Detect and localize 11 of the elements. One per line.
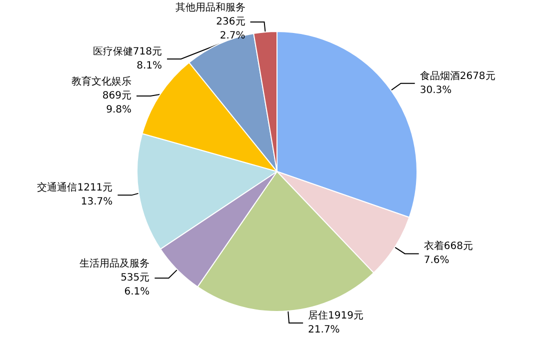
slice-label: 医疗保健718元 8.1% — [92, 46, 162, 72]
data-label: 869元 9.8% — [102, 90, 132, 116]
slice-label: 食品烟酒2678元 30.3% — [420, 70, 496, 96]
slice-label: 其他用品和服务 — [175, 2, 246, 14]
data-label: 535元 6.1% — [120, 272, 150, 298]
slice-label: 生活用品及服务 — [80, 258, 150, 270]
slice-label: 居住1919元 21.7% — [308, 310, 364, 336]
slice-label: 交通通信1211元 13.7% — [37, 182, 113, 208]
data-label: 236元 2.7% — [216, 16, 246, 42]
slice-label: 衣着668元 7.6% — [424, 240, 473, 266]
slice-label: 教育文化娱乐 — [72, 76, 132, 88]
